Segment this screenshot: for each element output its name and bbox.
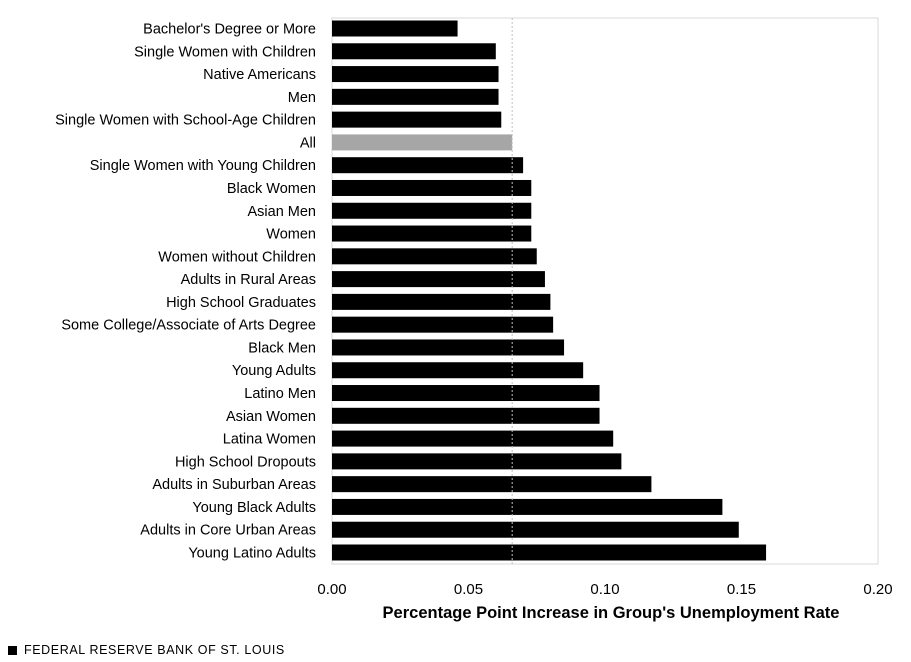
source-credit: FEDERAL RESERVE BANK OF ST. LOUIS [8,643,285,657]
bar-high-school-dropouts [332,453,622,470]
bar-high-school-graduates [332,293,551,310]
category-label-single-women-with-children: Single Women with Children [134,44,316,60]
bar-young-black-adults [332,498,723,515]
category-label-adults-in-core-urban-areas: Adults in Core Urban Areas [140,523,316,539]
bar-men [332,88,499,105]
category-label-native-americans: Native Americans [203,67,316,83]
bar-asian-women [332,407,600,424]
bar-black-men [332,339,565,356]
plot-frame [331,17,879,565]
category-label-bachelor-s-degree-or-more: Bachelor's Degree or More [143,22,316,38]
category-label-high-school-graduates: High School Graduates [166,295,316,311]
bar-asian-men [332,202,532,219]
bar-young-latino-adults [332,544,767,561]
bar-latino-men [332,385,600,402]
category-label-young-black-adults: Young Black Adults [192,500,316,516]
bar-adults-in-suburban-areas [332,476,652,493]
category-label-some-college-associate-of-arts-degree: Some College/Associate of Arts Degree [61,318,316,334]
category-label-young-adults: Young Adults [232,363,316,379]
category-label-latino-men: Latino Men [244,386,316,402]
x-tick-label: 0.10 [590,581,619,598]
x-tick-label: 0.20 [863,581,892,598]
bar-single-women-with-children [332,43,496,60]
category-label-women-without-children: Women without Children [158,249,316,265]
category-label-single-women-with-young-children: Single Women with Young Children [90,158,316,174]
bar-single-women-with-young-children [332,157,524,174]
category-label-men: Men [288,90,316,106]
bar-women [332,225,532,242]
category-label-women: Women [266,227,316,243]
bar-black-women [332,179,532,196]
x-tick-labels-group: 0.00 0.05 0.10 0.15 0.20 [317,581,892,598]
category-label-black-men: Black Men [248,340,316,356]
category-label-adults-in-suburban-areas: Adults in Suburban Areas [152,477,316,493]
bar-some-college-associate-of-arts-degree [332,316,554,333]
category-label-asian-women: Asian Women [226,409,316,425]
bar-women-without-children [332,248,537,265]
bar-adults-in-rural-areas [332,271,545,288]
category-label-latina-women: Latina Women [223,432,316,448]
bar-single-women-with-school-age-children [332,111,502,128]
category-label-asian-men: Asian Men [247,204,316,220]
category-label-adults-in-rural-areas: Adults in Rural Areas [181,272,316,288]
bar-all [332,134,513,151]
x-tick-label: 0.05 [454,581,483,598]
category-label-black-women: Black Women [227,181,316,197]
source-text: FEDERAL RESERVE BANK OF ST. LOUIS [24,643,285,657]
bar-latina-women [332,430,614,447]
bar-young-adults [332,362,584,379]
category-label-young-latino-adults: Young Latino Adults [188,546,316,562]
category-label-all: All [300,135,316,151]
source-square-icon [8,645,17,655]
bar-native-americans [332,66,499,83]
category-label-high-school-dropouts: High School Dropouts [175,454,316,470]
bar-bachelor-s-degree-or-more [332,20,458,37]
x-tick-label: 0.00 [317,581,346,598]
category-label-single-women-with-school-age-children: Single Women with School-Age Children [55,113,316,129]
x-tick-label: 0.15 [727,581,756,598]
x-axis-label: Percentage Point Increase in Group's Une… [383,604,840,622]
bar-adults-in-core-urban-areas [332,521,739,538]
category-labels-group: Bachelor's Degree or More Single Women wi… [55,22,316,562]
bars-group [332,20,767,561]
